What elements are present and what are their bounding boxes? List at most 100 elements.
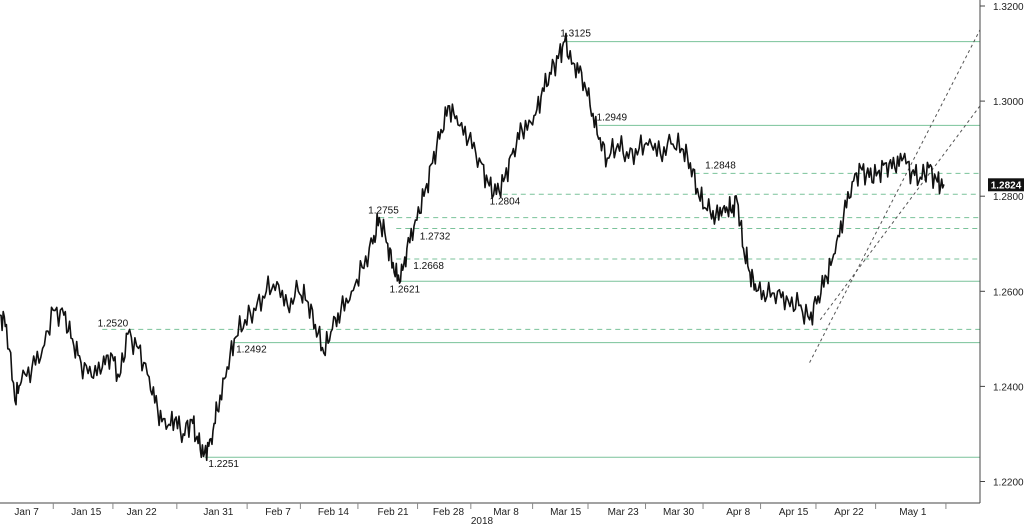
series-point-57 [504, 176, 506, 178]
series-point-36 [323, 352, 325, 354]
series-point-80 [715, 214, 717, 216]
x-tick-label-5: Feb 14 [318, 507, 350, 518]
series-point-35 [314, 323, 316, 326]
series-point-100 [885, 162, 887, 164]
x-tick-label-11: Mar 30 [663, 507, 695, 518]
x-tick-label-3: Jan 31 [203, 507, 233, 518]
level-label-0: 1.3125 [560, 29, 591, 40]
series-point-40 [361, 266, 363, 269]
series-point-43 [387, 243, 389, 245]
series-point-33 [297, 290, 299, 292]
series-point-45 [399, 280, 402, 282]
series-point-84 [742, 247, 745, 250]
series-point-77 [689, 162, 691, 164]
series-point-102 [902, 157, 904, 159]
series-point-41 [372, 243, 374, 245]
series-point-42 [378, 216, 380, 219]
series-point-47 [414, 219, 417, 221]
series-point-49 [431, 162, 434, 164]
series-point-66 [581, 71, 583, 74]
series-point-76 [681, 148, 683, 150]
x-tick-label-6: Feb 21 [377, 507, 409, 518]
level-label-10: 1.2251 [208, 459, 239, 470]
series-line-0 [0, 32, 945, 462]
series-point-17 [157, 409, 159, 411]
series-point-58 [512, 148, 515, 150]
series-point-50 [440, 129, 442, 131]
series-point-72 [638, 148, 640, 150]
price-series [0, 32, 945, 462]
series-point-60 [532, 124, 534, 126]
level-label-7: 1.2621 [389, 284, 420, 295]
series-point-69 [606, 157, 608, 159]
x-axis-year-label: 2018 [471, 516, 494, 527]
x-tick-label-0: Jan 7 [14, 507, 39, 518]
x-tick-label-12: Apr 8 [726, 507, 750, 518]
series-point-59 [521, 129, 523, 131]
series-point-44 [393, 271, 395, 273]
series-point-23 [203, 452, 206, 454]
series-point-5 [42, 347, 44, 349]
series-point-26 [225, 376, 227, 378]
series-point-21 [191, 419, 193, 421]
series-point-97 [860, 167, 862, 169]
series-point-103 [911, 171, 913, 174]
series-point-99 [877, 171, 879, 174]
series-point-12 [110, 352, 112, 354]
series-point-62 [549, 71, 551, 74]
series-point-8 [71, 338, 74, 340]
series-point-81 [723, 205, 725, 207]
series-point-67 [589, 105, 591, 107]
series-point-61 [540, 95, 542, 97]
series-point-27 [233, 338, 235, 340]
series-point-0 [0, 314, 1, 316]
y-tick-label-2: 1.2800 [993, 192, 1024, 203]
level-label-2: 1.2848 [705, 160, 736, 171]
x-tick-label-1: Jan 15 [71, 507, 101, 518]
series-point-92 [817, 295, 819, 297]
trend-line-1 [819, 105, 981, 321]
series-point-19 [174, 419, 176, 421]
series-point-74 [659, 152, 662, 155]
series-point-85 [749, 271, 751, 273]
series-point-31 [276, 281, 278, 283]
series-point-25 [216, 409, 218, 411]
series-point-98 [868, 176, 870, 178]
series-point-7 [63, 314, 65, 316]
last-value-box [988, 178, 1024, 192]
series-point-22 [197, 442, 199, 445]
series-point-39 [350, 290, 353, 292]
series-point-78 [698, 195, 700, 197]
series-point-73 [649, 138, 651, 140]
y-tick-label-5: 1.2200 [993, 477, 1024, 488]
series-point-28 [244, 319, 246, 321]
series-point-64 [563, 41, 566, 43]
series-point-38 [340, 309, 342, 311]
series-point-53 [468, 138, 470, 140]
series-point-10 [91, 376, 93, 378]
series-point-82 [730, 209, 732, 212]
series-point-6 [52, 309, 54, 311]
series-point-88 [777, 290, 779, 292]
series-point-83 [736, 200, 738, 202]
series-point-14 [127, 333, 129, 335]
last-value-label: 1.2824 [991, 180, 1022, 191]
series-point-51 [448, 105, 451, 107]
y-tick-label-0: 1.3200 [993, 2, 1024, 13]
series-point-105 [928, 167, 930, 169]
series-point-93 [826, 276, 828, 278]
series-point-95 [843, 214, 845, 216]
series-point-65 [572, 62, 574, 64]
series-point-90 [798, 304, 800, 307]
series-point-30 [265, 290, 267, 292]
y-tick-label-3: 1.2600 [993, 287, 1024, 298]
series-point-107 [943, 184, 945, 186]
series-point-48 [423, 195, 425, 197]
level-lines [102, 41, 980, 458]
series-point-3 [20, 381, 22, 383]
x-tick-label-9: Mar 15 [550, 507, 582, 518]
series-point-16 [148, 376, 150, 378]
level-label-3: 1.2804 [490, 196, 521, 207]
series-point-46 [406, 247, 408, 250]
